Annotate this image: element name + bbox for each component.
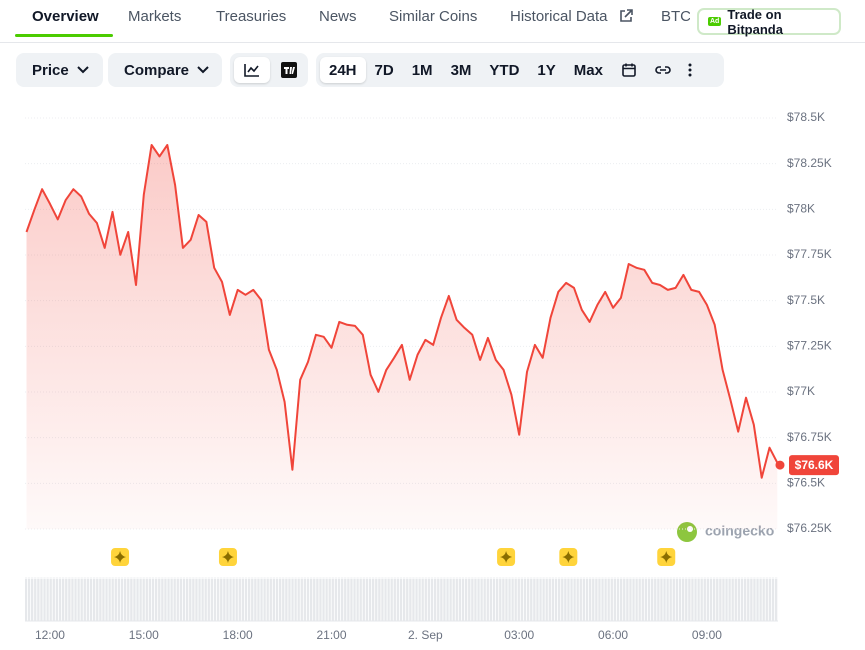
range-button[interactable]: Max [573, 61, 603, 79]
chevron-icon [197, 66, 209, 74]
range-button[interactable]: 1M [411, 61, 433, 79]
x-tick-label: 06:00 [598, 628, 628, 642]
tradingview-toggle[interactable] [274, 57, 304, 83]
current-price-badge [789, 455, 839, 476]
range-button[interactable]: YTD [489, 61, 520, 79]
tab[interactable]: Markets [128, 8, 182, 25]
price-dropdown[interactable]: Price [16, 53, 103, 87]
ad-button[interactable]: Ad Trade on Bitpanda [697, 6, 841, 37]
external-link-icon [620, 9, 633, 22]
y-tick-label: $77K [787, 384, 815, 398]
tab-bar: Overview Markets Treasuries News Similar… [0, 0, 690, 36]
tab[interactable]: News [319, 8, 357, 25]
tab[interactable]: Historical Data [510, 8, 608, 25]
line-chart-toggle[interactable] [234, 57, 270, 83]
tab-separator [0, 42, 865, 43]
range-button[interactable]: 7D [374, 61, 394, 79]
ad-badge: Ad [708, 17, 722, 26]
tab[interactable]: Similar Coins [389, 8, 478, 25]
y-tick-label: $76.75K [787, 430, 832, 444]
link-icon [655, 66, 671, 74]
price-label: Price [32, 61, 69, 79]
calendar-icon [622, 63, 636, 77]
event-marker [497, 548, 516, 566]
x-tick-label: 09:00 [692, 628, 722, 642]
chevron-icon [76, 66, 89, 74]
volume-bars [25, 577, 778, 621]
x-tick-label: 21:00 [316, 628, 346, 642]
chart-style-group [230, 53, 308, 87]
volume-top-fade [25, 575, 778, 579]
y-tick-label: $77.25K [787, 339, 832, 353]
tab[interactable]: Treasuries [216, 8, 287, 25]
price-line [25, 144, 779, 479]
y-tick-label: $77.5K [787, 293, 825, 307]
range-button[interactable]: 1Y [537, 61, 556, 79]
range-group: 24H 7D 1M 3M YTD 1Y Max [316, 53, 724, 87]
tab[interactable]: BTC [661, 8, 690, 25]
range-button[interactable]: 3M [450, 61, 472, 79]
event-marker-star [660, 551, 673, 563]
link-button[interactable] [646, 57, 680, 83]
y-tick-label: $76.5K [787, 476, 825, 490]
calendar-button[interactable] [612, 57, 646, 83]
more-button[interactable] [680, 57, 700, 83]
current-price-label: $76.6K [795, 458, 834, 472]
x-tick-label: 15:00 [129, 628, 159, 642]
line-chart-icon [244, 64, 259, 77]
event-marker [218, 548, 237, 566]
tab[interactable]: Overview [32, 8, 99, 25]
x-tick-label: 12:00 [35, 628, 65, 642]
more-icon [688, 63, 692, 77]
y-tick-label: $76.25K [787, 521, 832, 535]
x-tick-label: 2. Sep [408, 628, 443, 642]
event-marker-star [562, 551, 575, 563]
tradingview-icon [281, 62, 297, 78]
compare-dropdown[interactable]: Compare [108, 53, 222, 87]
y-tick-label: $78K [787, 202, 815, 216]
event-marker [559, 548, 578, 566]
x-tick-label: 18:00 [223, 628, 253, 642]
x-tick-label: 03:00 [504, 628, 534, 642]
current-price-dot [775, 460, 785, 470]
y-tick-label: $78.25K [787, 156, 832, 170]
event-marker-star [500, 551, 513, 563]
event-marker [657, 548, 676, 566]
range-button[interactable]: 24H [320, 57, 366, 83]
y-tick-label: $78.5K [787, 110, 825, 124]
event-marker-star [221, 551, 234, 563]
compare-label: Compare [124, 61, 190, 79]
event-marker [111, 548, 130, 566]
price-area [26, 145, 778, 529]
event-marker-star [114, 551, 127, 563]
ad-label: Trade on Bitpanda [727, 6, 783, 37]
y-tick-label: $77.75K [787, 247, 832, 261]
active-tab-indicator [15, 34, 113, 37]
